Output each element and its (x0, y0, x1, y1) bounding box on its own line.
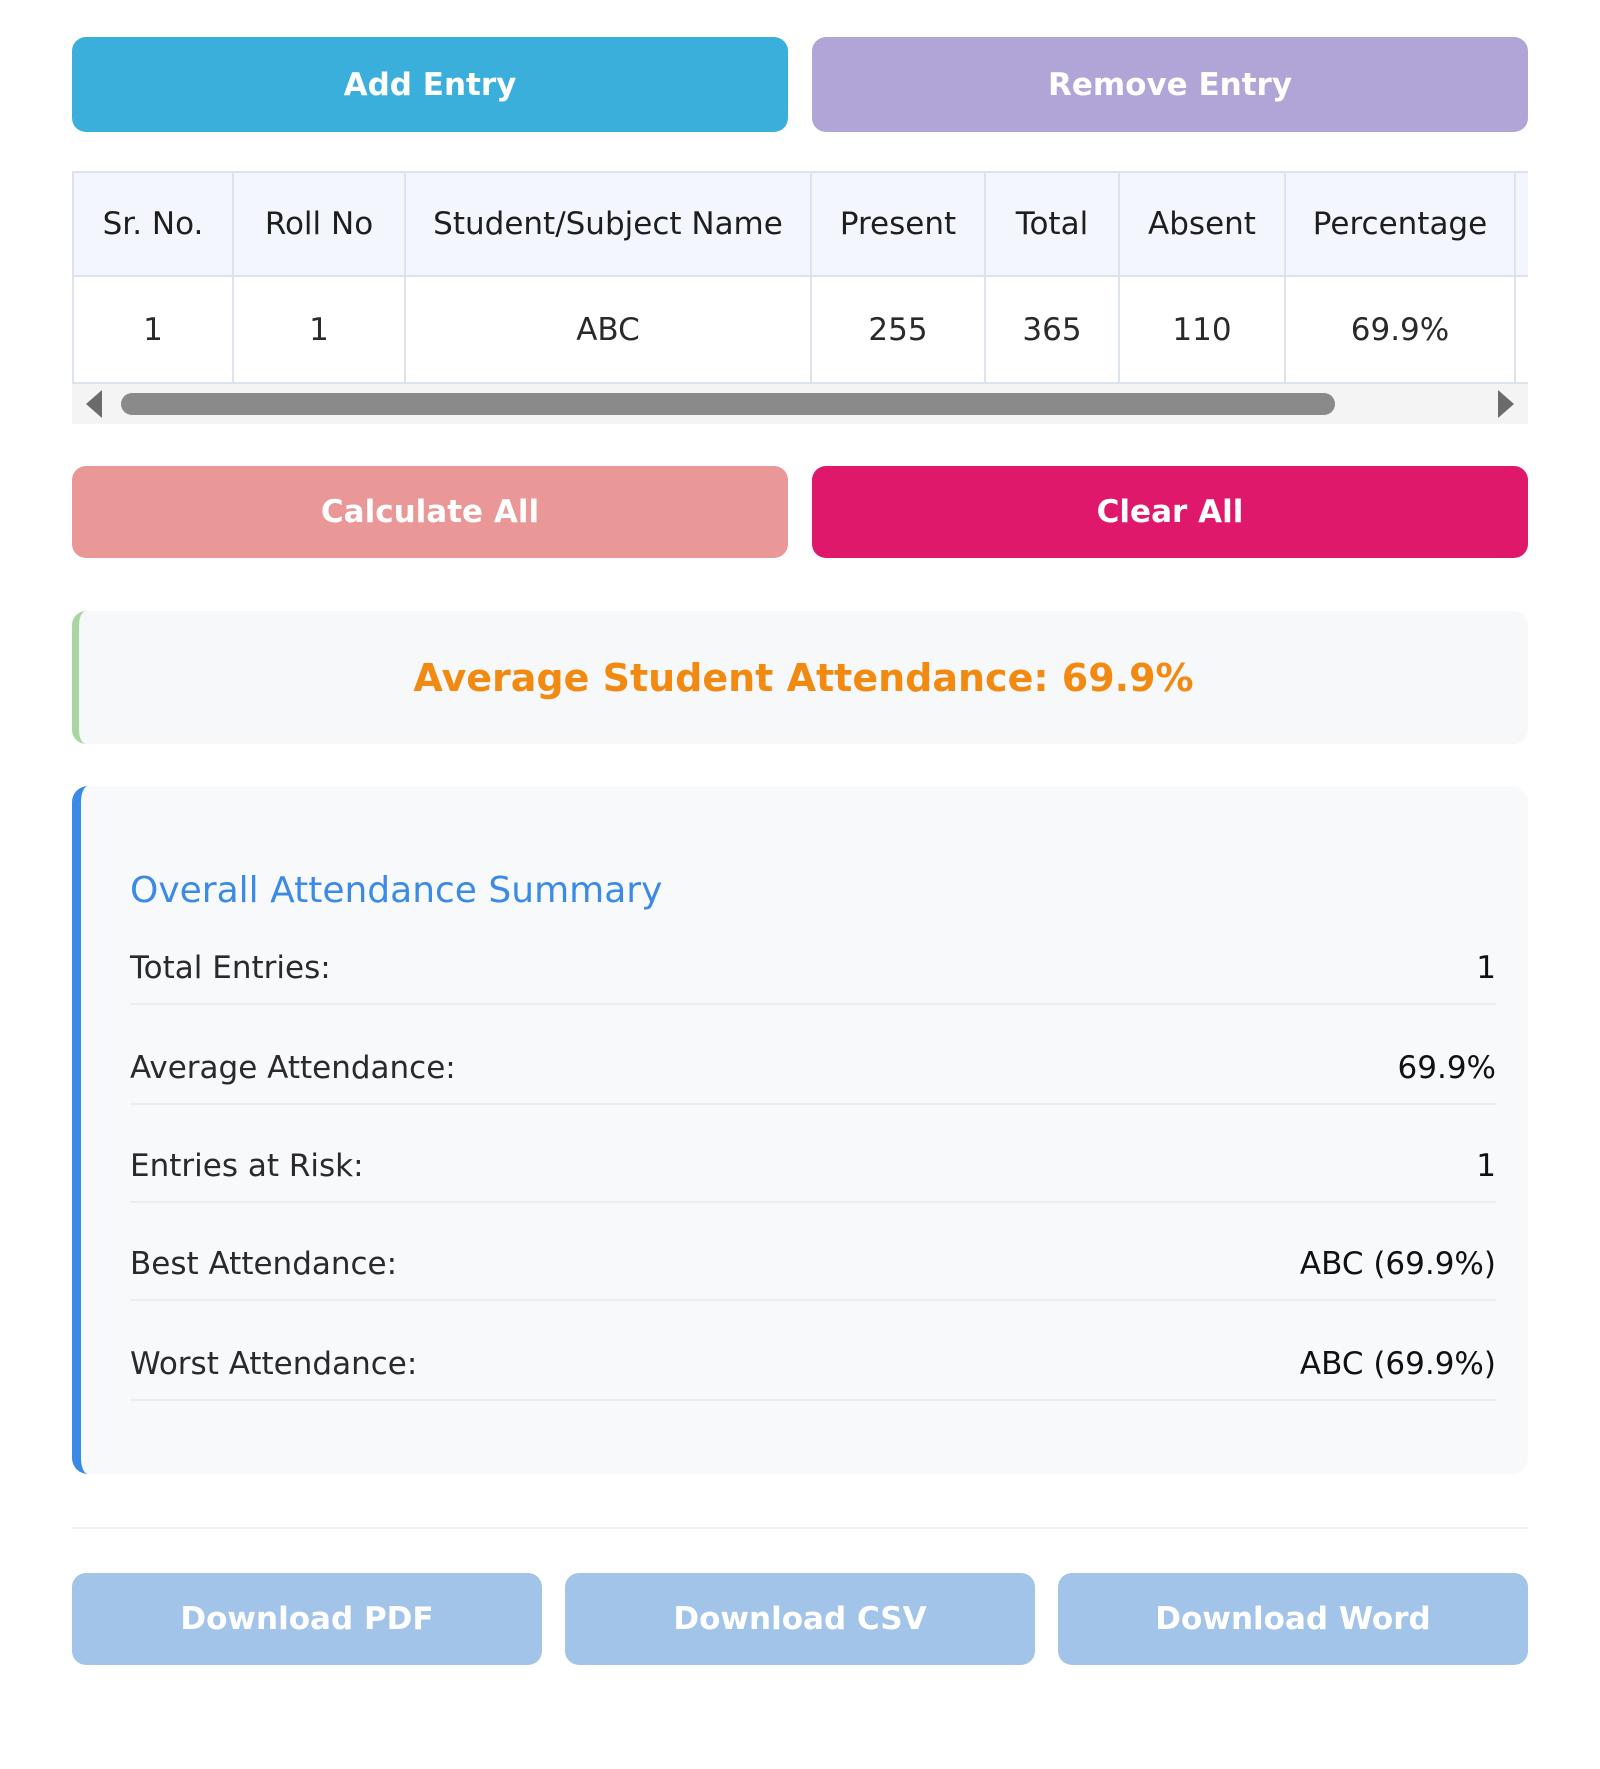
attendance-table: Sr. No. Roll No Student/Subject Name Pre… (72, 171, 1528, 384)
header-overflow (1514, 171, 1528, 277)
summary-label: Average Attendance: (130, 1050, 456, 1086)
header-sr-no: Sr. No. (72, 171, 234, 277)
cell-sr-no: 1 (72, 275, 234, 384)
download-pdf-button[interactable]: Download PDF (72, 1573, 542, 1665)
download-csv-button[interactable]: Download CSV (565, 1573, 1035, 1665)
cell-absent: 110 (1118, 275, 1286, 384)
table-row: 1 1 ABC 255 365 110 69.9% (72, 275, 1528, 384)
attendance-table-container: Sr. No. Roll No Student/Subject Name Pre… (72, 171, 1528, 423)
horizontal-scrollbar[interactable] (72, 384, 1528, 424)
middle-actions: Calculate All Clear All (72, 466, 1528, 558)
attendance-summary-panel: Overall Attendance Summary Total Entries… (72, 786, 1528, 1474)
summary-row-best-attendance: Best Attendance: ABC (69.9%) (130, 1229, 1496, 1301)
average-attendance-text: Average Student Attendance: 69.9% (413, 655, 1194, 700)
cell-total[interactable]: 365 (984, 275, 1120, 384)
average-attendance-banner: Average Student Attendance: 69.9% (72, 611, 1528, 744)
top-actions: Add Entry Remove Entry (72, 37, 1528, 132)
summary-value: 1 (1476, 950, 1496, 986)
summary-row-average-attendance: Average Attendance: 69.9% (130, 1033, 1496, 1105)
summary-label: Total Entries: (130, 950, 331, 986)
header-total: Total (984, 171, 1120, 277)
header-absent: Absent (1118, 171, 1286, 277)
clear-all-button[interactable]: Clear All (812, 466, 1528, 558)
scroll-right-arrow-icon[interactable] (1498, 390, 1514, 418)
cell-name[interactable]: ABC (404, 275, 812, 384)
summary-row-entries-at-risk: Entries at Risk: 1 (130, 1131, 1496, 1203)
summary-label: Entries at Risk: (130, 1148, 364, 1184)
download-actions: Download PDF Download CSV Download Word (72, 1573, 1528, 1665)
summary-label: Best Attendance: (130, 1246, 398, 1282)
cell-present[interactable]: 255 (810, 275, 986, 384)
summary-value: 69.9% (1397, 1050, 1496, 1086)
summary-value: 1 (1476, 1148, 1496, 1184)
section-divider (72, 1527, 1528, 1529)
remove-entry-button[interactable]: Remove Entry (812, 37, 1528, 132)
header-percentage: Percentage (1284, 171, 1516, 277)
calculate-all-button[interactable]: Calculate All (72, 466, 788, 558)
add-entry-button[interactable]: Add Entry (72, 37, 788, 132)
summary-value: ABC (69.9%) (1299, 1346, 1496, 1382)
summary-label: Worst Attendance: (130, 1346, 418, 1382)
header-name: Student/Subject Name (404, 171, 812, 277)
download-word-button[interactable]: Download Word (1058, 1573, 1528, 1665)
scrollbar-thumb[interactable] (121, 393, 1335, 415)
summary-title: Overall Attendance Summary (130, 870, 663, 911)
summary-row-worst-attendance: Worst Attendance: ABC (69.9%) (130, 1329, 1496, 1401)
cell-roll-no[interactable]: 1 (232, 275, 406, 384)
header-roll-no: Roll No (232, 171, 406, 277)
cell-overflow (1514, 275, 1528, 384)
table-header-row: Sr. No. Roll No Student/Subject Name Pre… (72, 171, 1528, 277)
cell-percentage: 69.9% (1284, 275, 1516, 384)
header-present: Present (810, 171, 986, 277)
summary-row-total-entries: Total Entries: 1 (130, 933, 1496, 1005)
summary-value: ABC (69.9%) (1299, 1246, 1496, 1282)
scroll-left-arrow-icon[interactable] (86, 390, 102, 418)
